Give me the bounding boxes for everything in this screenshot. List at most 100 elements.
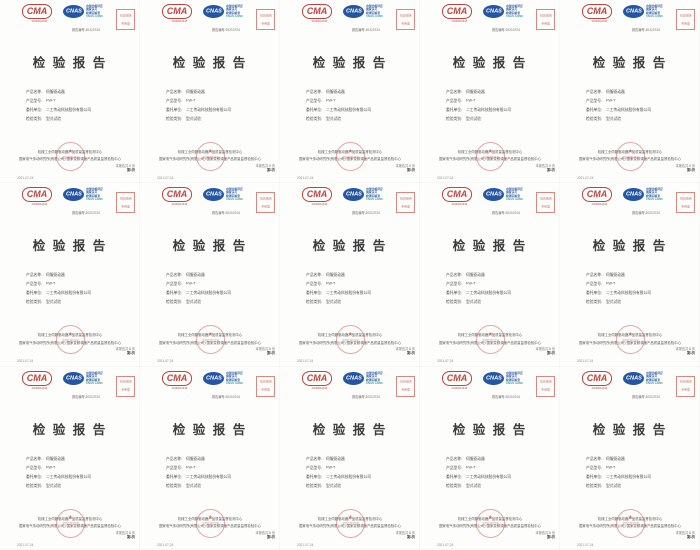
cnas-line: 检测实验室 bbox=[646, 195, 660, 198]
round-seal-stamp: ★ 检验检测专用章 bbox=[616, 325, 645, 355]
field-label: 产品名称: bbox=[306, 89, 323, 95]
report-number: 报告编号:20210724 bbox=[212, 395, 240, 399]
field-value: 伺服驱动器 bbox=[186, 89, 205, 95]
cnas-line: 国家认可 bbox=[646, 8, 658, 12]
report-page-thumbnail[interactable]: CMA 2016001234Z CNAS 中国合格评定 国家认可 检测实验室 C… bbox=[140, 183, 280, 367]
field-row-client: 委托单位: 二工传动科技股份有限公司 bbox=[26, 107, 140, 116]
cnas-accreditation-text: 中国合格评定 国家认可 检测实验室 CNAS L2296 bbox=[646, 372, 663, 385]
report-fields: 产品名称: 伺服驱动器 产品型号: FW-T 委托单位: 二工传动科技股份有限公… bbox=[26, 456, 140, 492]
field-label: 检验类别: bbox=[166, 299, 183, 305]
report-number: 报告编号:20210724 bbox=[492, 211, 520, 216]
cma-mark-text: CMA bbox=[446, 6, 468, 16]
corner-stamp-line: 检验报告 bbox=[679, 380, 692, 384]
field-value: 型式试验 bbox=[466, 299, 482, 305]
footer-date: 2021-07-24 bbox=[577, 359, 594, 363]
field-row-product-model: 产品型号: FW-T bbox=[306, 281, 420, 290]
footer-page-number: 第1页 bbox=[406, 534, 415, 539]
report-fields: 产品名称: 伺服驱动器 产品型号: FW-T 委托单位: 二工传动科技股份有限公… bbox=[586, 89, 700, 125]
field-row-test-category: 检验类别: 型式试验 bbox=[586, 483, 700, 492]
round-seal-stamp: ★ 检验检测专用章 bbox=[476, 142, 505, 171]
cnas-line: 中国合格评定 bbox=[86, 188, 103, 192]
cma-mark: CMA bbox=[162, 370, 192, 386]
field-value: 二工传动科技股份有限公司 bbox=[326, 474, 372, 479]
field-row-test-category: 检验类别: 型式试验 bbox=[446, 299, 560, 308]
field-row-client: 委托单位: 二工传动科技股份有限公司 bbox=[26, 290, 140, 299]
cnas-line: 中国合格评定 bbox=[506, 188, 523, 192]
cnas-line: 检测实验室 bbox=[86, 378, 100, 382]
report-page-thumbnail[interactable]: CMA 2016001234Z CNAS 中国合格评定 国家认可 检测实验室 C… bbox=[0, 366, 140, 550]
field-row-product-model: 产品型号: FW-T bbox=[166, 281, 280, 290]
cnas-line: 中国合格评定 bbox=[366, 371, 383, 375]
report-page-thumbnail[interactable]: CMA 2016001234Z CNAS 中国合格评定 国家认可 检测实验室 C… bbox=[420, 183, 560, 367]
corner-stamp: 检验报告 专用章 bbox=[116, 192, 135, 214]
report-page-thumbnail[interactable]: CMA 2016001234Z CNAS 中国合格评定 国家认可 检测实验室 C… bbox=[420, 0, 560, 184]
cnas-line: 中国合格评定 bbox=[226, 371, 243, 375]
cnas-logo: CNAS 中国合格评定 国家认可 检测实验室 CNAS L2296 bbox=[483, 5, 548, 39]
field-row-product-model: 产品型号: FW-T bbox=[586, 98, 700, 107]
corner-stamp-line: 专用章 bbox=[261, 21, 270, 25]
field-row-product-name: 产品名称: 伺服驱动器 bbox=[446, 272, 560, 281]
field-row-client: 委托单位: 二工传动科技股份有限公司 bbox=[586, 474, 700, 483]
cnas-oval-mark: CNAS bbox=[623, 188, 644, 202]
field-value: 伺服驱动器 bbox=[326, 272, 345, 278]
cnas-oval-mark: CNAS bbox=[623, 5, 644, 18]
field-row-product-name: 产品名称: 伺服驱动器 bbox=[586, 272, 700, 281]
field-row-client: 委托单位: 二工传动科技股份有限公司 bbox=[26, 474, 140, 483]
field-label: 检验类别: bbox=[446, 116, 463, 122]
seal-text: 检验检测专用章 bbox=[482, 155, 499, 159]
report-fields: 产品名称: 伺服驱动器 产品型号: FW-T 委托单位: 二工传动科技股份有限公… bbox=[26, 89, 140, 125]
field-row-client: 委托单位: 二工传动科技股份有限公司 bbox=[446, 474, 560, 483]
seal-star-icon: ★ bbox=[347, 515, 354, 522]
footer-page-info: 本报告共 8 页 第1页 bbox=[335, 164, 415, 172]
field-label: 产品名称: bbox=[166, 456, 183, 461]
corner-stamp: 检验报告 专用章 bbox=[536, 375, 555, 397]
field-label: 委托单位: bbox=[26, 290, 43, 296]
cma-cert-number: 2016001234Z bbox=[451, 203, 468, 206]
cnas-line: 国家认可 bbox=[226, 191, 238, 195]
cma-logo: CMA 2016001234Z bbox=[582, 4, 612, 27]
report-number: 报告编号:20210724 bbox=[72, 395, 100, 399]
report-page-thumbnail[interactable]: CMA 2016001234Z CNAS 中国合格评定 国家认可 检测实验室 C… bbox=[420, 366, 560, 550]
field-value: 型式试验 bbox=[466, 116, 482, 122]
field-row-test-category: 检验类别: 型式试验 bbox=[446, 483, 560, 492]
report-page-thumbnail[interactable]: CMA 2016001234Z CNAS 中国合格评定 国家认可 检测实验室 C… bbox=[280, 183, 420, 367]
cnas-logo: CNAS 中国合格评定 国家认可 检测实验室 CNAS L2296 bbox=[483, 371, 548, 406]
footer-date: 2021-07-24 bbox=[297, 176, 314, 180]
cnas-lab-number: CNAS L2296 bbox=[226, 381, 243, 385]
report-page-thumbnail[interactable]: CMA 2016001234Z CNAS 中国合格评定 国家认可 检测实验室 C… bbox=[0, 0, 140, 184]
cnas-line: 国家认可 bbox=[506, 191, 518, 195]
corner-stamp-line: 检验报告 bbox=[119, 14, 132, 17]
field-row-product-model: 产品型号: FW-T bbox=[166, 465, 280, 474]
corner-stamp-line: 检验报告 bbox=[259, 14, 272, 17]
round-seal-stamp: ★ 检验检测专用章 bbox=[196, 508, 225, 538]
footer-total-pages: 本报告共 8 页 bbox=[535, 530, 555, 535]
report-page-thumbnail[interactable]: CMA 2016001234Z CNAS 中国合格评定 国家认可 检测实验室 C… bbox=[140, 366, 280, 550]
field-label: 检验类别: bbox=[306, 116, 323, 122]
field-row-product-model: 产品型号: FW-T bbox=[26, 465, 140, 474]
report-title: 检 验 报 告 bbox=[592, 239, 668, 254]
round-seal-stamp: ★ 检验检测专用章 bbox=[56, 142, 85, 171]
footer-date: 2021-07-24 bbox=[157, 176, 174, 180]
corner-stamp-line: 检验报告 bbox=[399, 380, 412, 384]
cnas-mark-text: CNAS bbox=[625, 192, 642, 198]
field-value: 伺服驱动器 bbox=[466, 89, 485, 95]
report-title: 检 验 报 告 bbox=[172, 422, 248, 437]
report-page-thumbnail[interactable]: CMA 2016001234Z CNAS 中国合格评定 国家认可 检测实验室 C… bbox=[140, 0, 280, 184]
report-page-thumbnail[interactable]: CMA 2016001234Z CNAS 中国合格评定 国家认可 检测实验室 C… bbox=[280, 366, 420, 550]
field-label: 委托单位: bbox=[306, 107, 323, 113]
round-seal-stamp: ★ 检验检测专用章 bbox=[56, 508, 85, 538]
field-row-test-category: 检验类别: 型式试验 bbox=[166, 299, 280, 308]
report-page-thumbnail[interactable]: CMA 2016001234Z CNAS 中国合格评定 国家认可 检测实验室 C… bbox=[560, 183, 700, 367]
cnas-line: 国家认可 bbox=[366, 375, 378, 378]
field-row-client: 委托单位: 二工传动科技股份有限公司 bbox=[166, 107, 280, 116]
report-page-thumbnail[interactable]: CMA 2016001234Z CNAS 中国合格评定 国家认可 检测实验室 C… bbox=[560, 0, 700, 184]
field-value: 伺服驱动器 bbox=[466, 456, 485, 461]
corner-stamp: 检验报告 专用章 bbox=[396, 375, 415, 397]
report-page-thumbnail[interactable]: CMA 2016001234Z CNAS 中国合格评定 国家认可 检测实验室 C… bbox=[0, 183, 140, 367]
report-fields: 产品名称: 伺服驱动器 产品型号: FW-T 委托单位: 二工传动科技股份有限公… bbox=[306, 89, 420, 125]
field-value: 型式试验 bbox=[326, 116, 342, 122]
report-page-thumbnail[interactable]: CMA 2016001234Z CNAS 中国合格评定 国家认可 检测实验室 C… bbox=[560, 366, 700, 550]
field-value: 二工传动科技股份有限公司 bbox=[186, 290, 232, 296]
report-page-thumbnail[interactable]: CMA 2016001234Z CNAS 中国合格评定 国家认可 检测实验室 C… bbox=[280, 0, 420, 184]
cma-cert-number: 2016001234Z bbox=[311, 20, 328, 23]
